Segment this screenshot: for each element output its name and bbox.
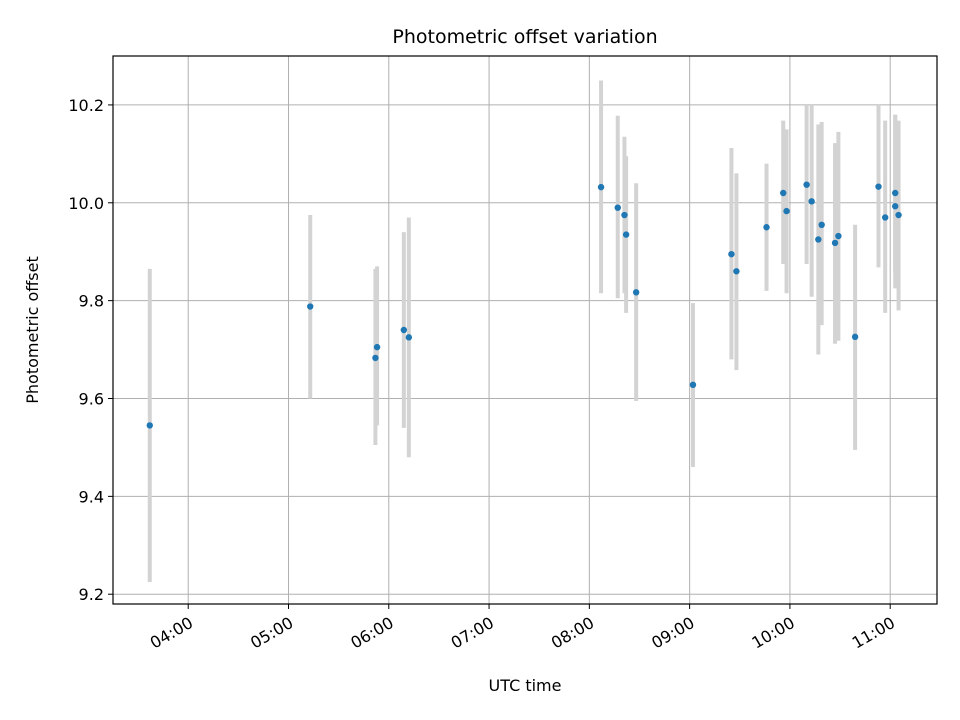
y-tick-label: 9.6 xyxy=(79,390,104,409)
data-point xyxy=(621,211,628,219)
data-point xyxy=(780,189,787,197)
data-point xyxy=(803,181,810,188)
data-point xyxy=(818,221,825,229)
data-point xyxy=(808,198,815,205)
data-point xyxy=(146,422,153,429)
data-point xyxy=(373,343,381,351)
data-point xyxy=(763,224,770,231)
data-point xyxy=(405,334,413,341)
y-tick-label: 10.2 xyxy=(68,96,104,115)
y-axis-ticks: 9.2 9.4 9.6 9.8 10.0 10.2 xyxy=(68,96,113,604)
y-tick-label: 10.0 xyxy=(68,194,104,213)
data-point xyxy=(895,211,902,219)
x-axis-title: UTC time xyxy=(489,676,562,695)
data-point xyxy=(307,303,314,310)
y-tick-label: 9.2 xyxy=(79,585,104,604)
data-point xyxy=(400,326,408,334)
y-tick-label: 9.4 xyxy=(79,487,104,506)
data-point xyxy=(733,268,740,275)
data-point xyxy=(622,231,630,238)
y-axis-title: Photometric offset xyxy=(23,256,42,404)
chart-title: Photometric offset variation xyxy=(392,26,657,48)
data-point xyxy=(831,239,839,247)
data-point xyxy=(728,250,735,258)
data-point xyxy=(835,232,842,240)
data-point xyxy=(689,381,697,388)
y-tick-label: 9.8 xyxy=(79,292,104,311)
grid-lines xyxy=(113,56,937,604)
data-point xyxy=(783,207,790,215)
data-point xyxy=(614,204,621,211)
data-points xyxy=(146,181,902,429)
data-point xyxy=(815,236,822,243)
data-point xyxy=(881,214,889,221)
data-point xyxy=(851,333,859,341)
data-point xyxy=(597,183,605,191)
data-point xyxy=(892,189,899,197)
data-point xyxy=(892,203,899,210)
plot-frame xyxy=(112,55,938,605)
data-point xyxy=(372,354,379,362)
data-point xyxy=(632,289,640,296)
data-point xyxy=(875,183,882,190)
